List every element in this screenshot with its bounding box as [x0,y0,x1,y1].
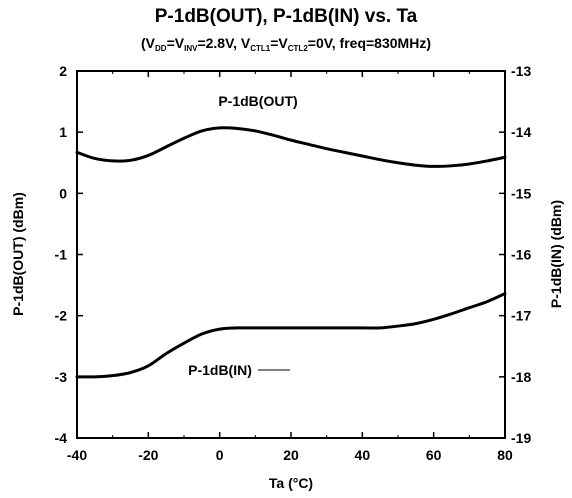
series-line-1 [75,292,507,379]
y-right-tick-label-2: -15 [511,185,531,201]
x-tick-label-2: 0 [216,447,224,463]
x-tick-label-1: -20 [138,447,158,463]
y-left-tick-label-5: -3 [55,369,68,385]
series-line-0 [75,126,507,168]
y-right-tick-label-5: -18 [511,369,531,385]
x-tick-label-5: 60 [426,447,442,463]
y-left-tick-label-4: -2 [55,308,68,324]
x-tick-label-4: 40 [355,447,371,463]
y-left-tick-label-3: -1 [55,247,68,263]
y-axis-label-left: P-1dB(OUT) (dBm) [10,192,26,316]
x-tick-label-3: 20 [283,447,299,463]
y-left-tick-label-6: -4 [55,430,68,446]
y-left-tick-label-2: 0 [59,185,67,201]
y-right-tick-label-0: -13 [511,63,531,79]
chart-title: P-1dB(OUT), P-1dB(IN) vs. Ta [154,6,418,27]
plot-frame [76,70,506,439]
y-axis-label-right: P-1dB(IN) (dBm) [548,200,564,308]
y-right-tick-label-4: -17 [511,308,531,324]
y-left-tick-label-0: 2 [59,63,67,79]
series-label-in: P-1dB(IN) [188,362,252,378]
axis-tick-labels: -40 -20 0 20 40 60 80 2 1 0 -1 -2 -3 -4 -13 -14 -15 -16 -1… [55,63,532,463]
y-right-tick-label-6: -19 [511,430,531,446]
axis-ticks [76,70,506,439]
series-group [75,126,507,379]
series-label-out: P-1dB(OUT) [218,93,297,109]
y-left-tick-label-1: 1 [59,124,67,140]
y-right-tick-label-1: -14 [511,124,531,140]
chart-subtitle: (VDD=VINV=2.8V, VCTL1=VCTL2=0V, freq=830… [141,35,431,53]
x-tick-label-0: -40 [67,447,87,463]
x-axis-label: Ta (°C) [269,475,313,491]
x-tick-label-6: 80 [497,447,513,463]
y-right-tick-label-3: -16 [511,247,531,263]
